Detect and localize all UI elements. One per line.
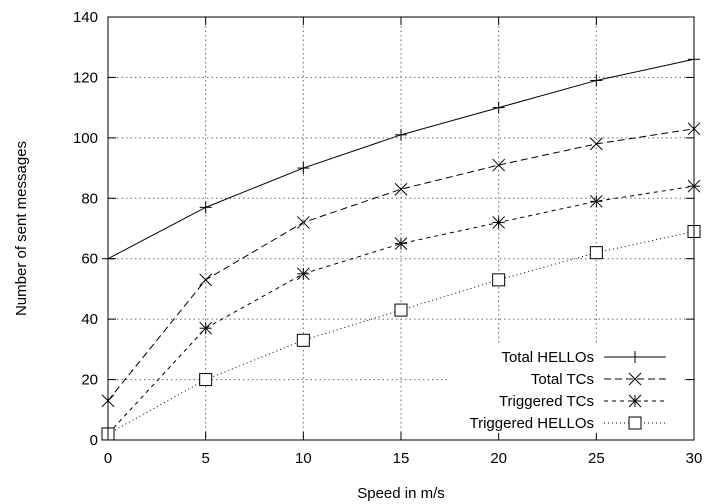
series-layer	[101, 53, 701, 441]
legend-label: Triggered HELLOs	[470, 415, 595, 432]
x-tick-label: 15	[393, 450, 410, 467]
data-point	[589, 194, 603, 208]
legend-marker	[628, 372, 642, 386]
data-point	[589, 246, 603, 260]
x-tick-label: 25	[588, 450, 605, 467]
y-tick-label: 140	[73, 9, 98, 26]
legend-label: Total TCs	[531, 371, 594, 388]
legend-label: Total HELLOs	[501, 349, 594, 366]
series-2	[101, 122, 701, 408]
y-tick-label: 100	[73, 130, 98, 147]
x-tick-label: 0	[104, 450, 112, 467]
legend-background	[448, 343, 682, 433]
data-point	[199, 373, 213, 387]
y-tick-label: 60	[81, 251, 98, 268]
data-point	[394, 237, 408, 250]
data-point	[296, 216, 310, 229]
data-point	[492, 158, 506, 172]
data-point	[296, 267, 310, 281]
y-tick-label: 120	[73, 69, 98, 86]
y-tick-label: 40	[81, 311, 98, 328]
y-tick-label: 80	[81, 190, 98, 207]
data-point	[492, 273, 506, 287]
legend-marker	[628, 416, 642, 430]
y-tick-label: 0	[90, 432, 98, 449]
y-tick-label: 20	[81, 372, 98, 389]
data-point	[394, 303, 408, 317]
data-point	[492, 216, 506, 229]
data-point	[394, 182, 408, 196]
data-point	[199, 201, 212, 214]
axis-ticks: 0 20 40 60 80 100 120 140 0 5 10 15 20 25 30	[73, 9, 702, 467]
data-point	[199, 273, 213, 287]
y-axis-title: Number of sent messages	[13, 141, 30, 316]
data-point	[492, 101, 505, 114]
data-point	[296, 333, 310, 347]
x-tick-label: 30	[686, 450, 703, 467]
x-tick-label: 20	[490, 450, 507, 467]
x-tick-label: 5	[201, 450, 209, 467]
data-point	[589, 137, 603, 151]
legend: Total HELLOs Total TCs Triggered TCs Trigge…	[448, 343, 682, 433]
data-point	[590, 74, 603, 87]
data-point	[297, 162, 310, 175]
data-point	[199, 321, 213, 335]
legend-marker	[628, 394, 642, 408]
legend-marker	[629, 351, 641, 363]
x-axis-title: Speed in m/s	[357, 485, 445, 502]
legend-label: Triggered TCs	[499, 393, 594, 410]
data-point	[395, 128, 407, 141]
series-1	[102, 53, 700, 265]
x-tick-label: 10	[295, 450, 312, 467]
